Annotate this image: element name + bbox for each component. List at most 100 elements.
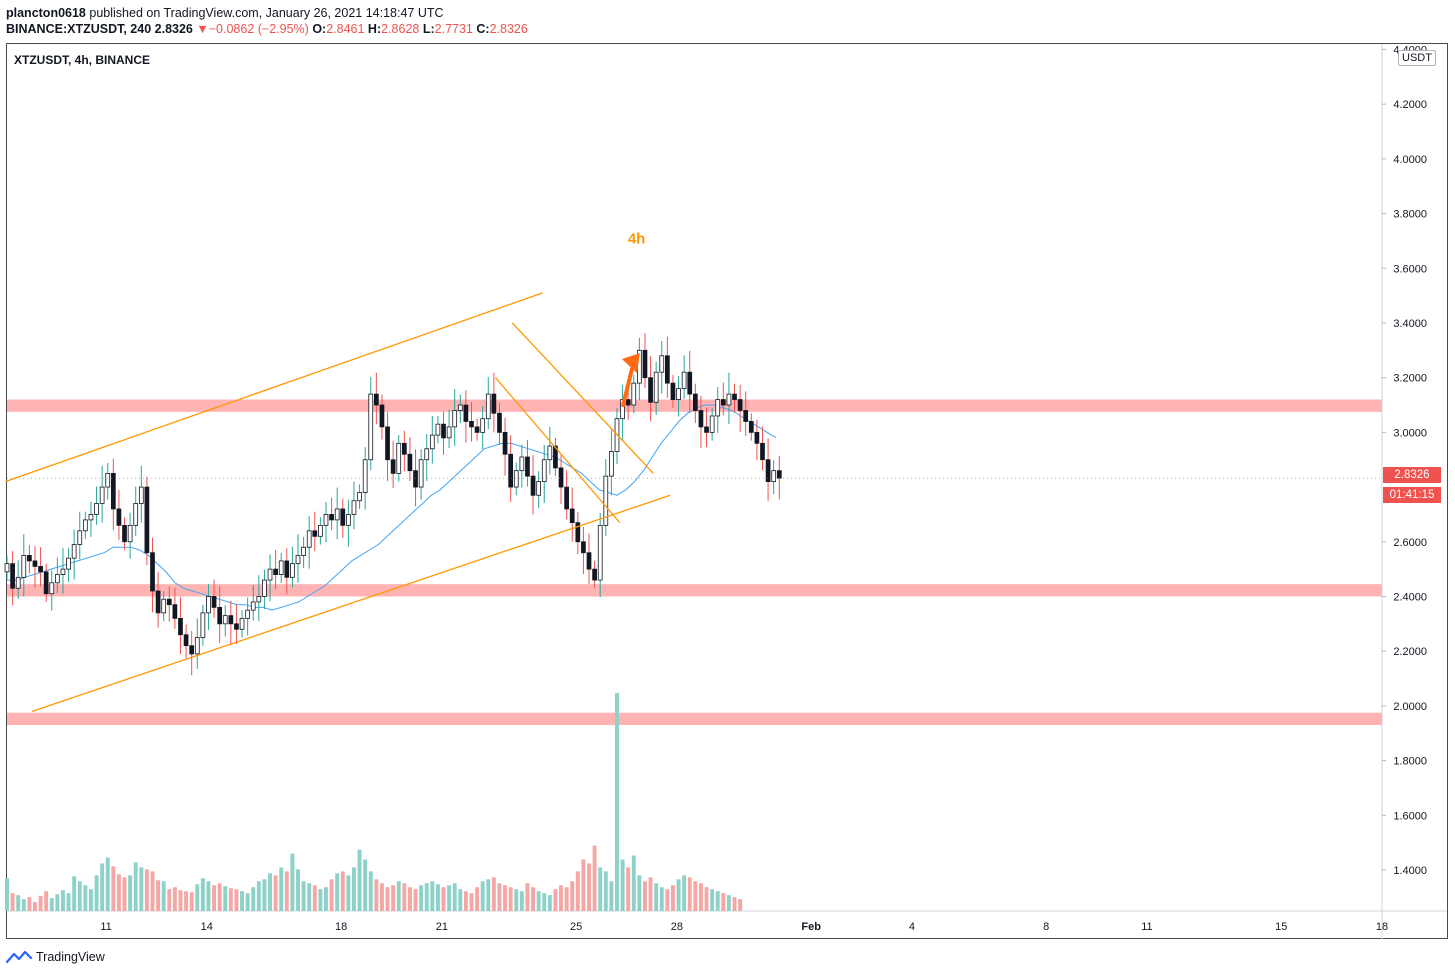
candle-body <box>401 442 407 455</box>
volume-bar <box>268 873 272 911</box>
volume-bar <box>217 883 222 911</box>
support-zone <box>7 712 1382 726</box>
volume-bar <box>178 890 183 911</box>
volume-bar <box>514 889 519 911</box>
volume-bar <box>463 891 468 911</box>
candle-body <box>234 623 239 630</box>
volume-bar <box>531 887 536 911</box>
x-tick-label: 25 <box>570 921 582 933</box>
bar-countdown: 01:41:15 <box>1383 487 1441 503</box>
volume-bar <box>637 875 642 911</box>
footer-brand[interactable]: TradingView <box>6 950 105 964</box>
volume-bar <box>200 878 205 911</box>
volume-bar <box>491 877 496 911</box>
candle-body <box>715 399 721 417</box>
volume-bar <box>296 869 300 911</box>
candle-body <box>558 467 564 488</box>
candle-body <box>463 404 469 422</box>
candle-body <box>709 415 715 433</box>
candle-body <box>564 486 569 510</box>
candle-body <box>743 410 749 422</box>
candle-body <box>88 514 94 521</box>
candle-body <box>262 579 267 597</box>
x-tick-label: 8 <box>1043 921 1049 933</box>
volume-bar <box>519 891 524 911</box>
candle-body <box>748 421 754 433</box>
volume-bar <box>234 889 239 911</box>
volume-bar <box>312 885 317 911</box>
volume-bar <box>508 887 513 911</box>
flag-lower-line <box>495 377 621 524</box>
y-tick-label: 3.4000 <box>1393 318 1427 330</box>
candle-body <box>513 470 519 488</box>
candle-body <box>295 555 301 565</box>
candle-body <box>94 503 99 515</box>
candle-body <box>284 560 290 578</box>
flag-upper-line <box>511 322 654 474</box>
candle-body <box>368 393 374 461</box>
volume-bar <box>189 892 194 911</box>
candle-body <box>452 410 458 428</box>
volume-bar <box>16 895 21 911</box>
candle-body <box>144 486 150 554</box>
volume-bar <box>88 889 93 911</box>
candle-body <box>435 423 441 436</box>
volume-bar <box>575 871 580 911</box>
channel-upper-line <box>5 292 543 483</box>
candle-body <box>609 451 614 477</box>
volume-bar <box>698 883 703 911</box>
candle-body <box>474 426 480 433</box>
volume-bar <box>128 875 133 911</box>
volume-bar <box>704 887 709 911</box>
x-tick-label: 15 <box>1275 921 1287 933</box>
last-price: 2.8326 <box>154 22 193 36</box>
ohlc-line: BINANCE:XTZUSDT, 240 2.8326 ▼−0.0862 (−2… <box>6 21 528 37</box>
volume-bar <box>111 866 116 911</box>
volume-bar <box>27 897 32 911</box>
volume-bar <box>273 875 278 911</box>
volume-bar <box>654 883 659 911</box>
publish-info: plancton0618 published on TradingView.co… <box>6 5 444 21</box>
candle-body <box>323 514 329 526</box>
candle-body <box>457 404 463 411</box>
volume-bar <box>670 885 675 911</box>
candle-body <box>547 445 553 461</box>
volume-bar <box>581 859 586 911</box>
volume-bar <box>480 881 485 911</box>
candle-body <box>407 453 413 472</box>
candle-body <box>525 456 530 477</box>
candle-body <box>189 645 195 655</box>
candle-body <box>726 393 732 406</box>
unit-badge[interactable]: USDT <box>1398 50 1436 66</box>
y-tick-label: 3.0000 <box>1393 427 1427 439</box>
candle-body <box>553 445 558 469</box>
volume-bar <box>262 879 267 911</box>
volume-bar <box>413 889 418 911</box>
volume-bar <box>100 863 105 911</box>
volume-bar <box>430 881 435 911</box>
volume-bar <box>72 876 77 911</box>
y-tick-label: 2.4000 <box>1393 591 1427 603</box>
author-name[interactable]: plancton0618 <box>6 6 86 20</box>
candle-body <box>228 615 234 625</box>
volume-bar <box>564 887 569 911</box>
low-label: L: <box>422 22 435 36</box>
volume-bar <box>447 885 452 911</box>
volume-bar <box>631 855 636 911</box>
candle-body <box>273 568 278 575</box>
volume-bar <box>329 879 334 911</box>
x-tick-label: Feb <box>801 921 821 933</box>
x-tick-label: 11 <box>100 921 111 933</box>
candle-body <box>217 607 223 625</box>
volume-bar <box>475 887 480 911</box>
candle-body <box>771 470 777 483</box>
symbol-line: BINANCE:XTZUSDT, 240 <box>6 22 152 36</box>
candle-body <box>15 576 21 589</box>
y-tick-label: 3.6000 <box>1393 263 1427 275</box>
volume-bar <box>133 862 138 911</box>
volume-bar <box>715 891 720 911</box>
candle-body <box>541 459 547 483</box>
candle-body <box>278 560 284 575</box>
volume-bar <box>648 877 653 911</box>
